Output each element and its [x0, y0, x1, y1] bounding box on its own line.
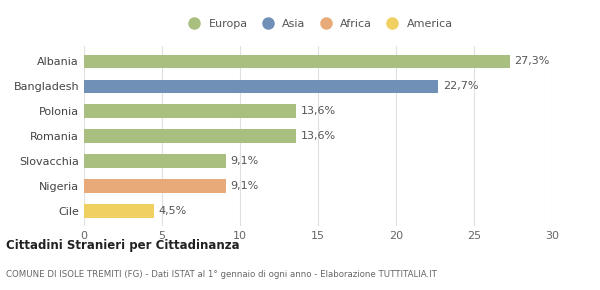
Text: COMUNE DI ISOLE TREMITI (FG) - Dati ISTAT al 1° gennaio di ogni anno - Elaborazi: COMUNE DI ISOLE TREMITI (FG) - Dati ISTA… — [6, 270, 437, 279]
Text: 9,1%: 9,1% — [230, 181, 259, 191]
Text: 22,7%: 22,7% — [443, 81, 478, 91]
Bar — [84, 129, 296, 143]
Bar — [84, 154, 226, 168]
Bar — [84, 104, 296, 118]
Text: 9,1%: 9,1% — [230, 156, 259, 166]
Text: 13,6%: 13,6% — [301, 131, 336, 141]
Bar — [84, 79, 438, 93]
Bar — [84, 204, 154, 218]
Legend: Europa, Asia, Africa, America: Europa, Asia, Africa, America — [179, 15, 457, 34]
Bar — [84, 55, 510, 68]
Bar — [84, 179, 226, 193]
Text: Cittadini Stranieri per Cittadinanza: Cittadini Stranieri per Cittadinanza — [6, 239, 239, 252]
Text: 13,6%: 13,6% — [301, 106, 336, 116]
Text: 27,3%: 27,3% — [515, 57, 550, 66]
Text: 4,5%: 4,5% — [159, 206, 187, 216]
